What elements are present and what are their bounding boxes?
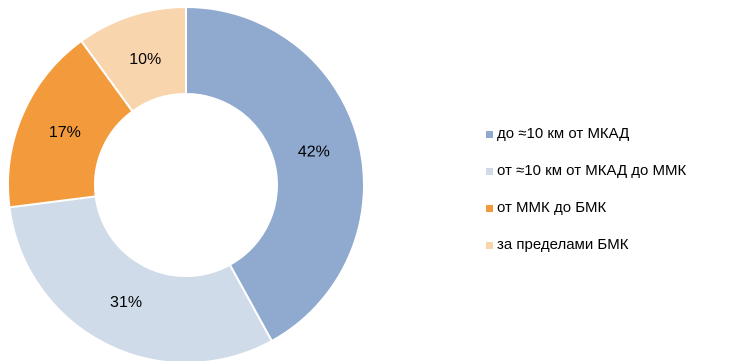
legend-swatch [486, 241, 493, 249]
legend-swatch [486, 167, 493, 175]
data-label-1: 42% [298, 144, 330, 161]
chart-legend: до ≈10 км от МКАД от ≈10 км от МКАД до ММ… [486, 124, 732, 272]
data-label-3: 17% [49, 124, 81, 141]
legend-label: от ММК до БМК [497, 199, 607, 216]
donut-slices [7, 5, 365, 361]
data-labels: 42% 31% 17% 10% [49, 51, 330, 311]
legend-label: от ≈10 км от МКАД до ММК [497, 162, 687, 179]
slice-4 [79, 5, 187, 113]
legend-swatch [486, 204, 493, 212]
slice-3 [7, 39, 134, 209]
legend-label: за пределами БМК [497, 236, 629, 253]
legend-item-2: от ≈10 км от МКАД до ММК [486, 161, 732, 181]
legend-item-4: за пределами БМК [486, 235, 732, 255]
slice-2 [8, 195, 274, 361]
slice-1 [185, 5, 365, 343]
legend-label: до ≈10 км от МКАД [497, 125, 630, 142]
data-label-2: 31% [110, 294, 142, 311]
legend-item-3: от ММК до БМК [486, 198, 732, 218]
data-label-4: 10% [129, 51, 161, 68]
legend-item-1: до ≈10 км от МКАД [486, 124, 732, 144]
legend-swatch [486, 130, 493, 138]
